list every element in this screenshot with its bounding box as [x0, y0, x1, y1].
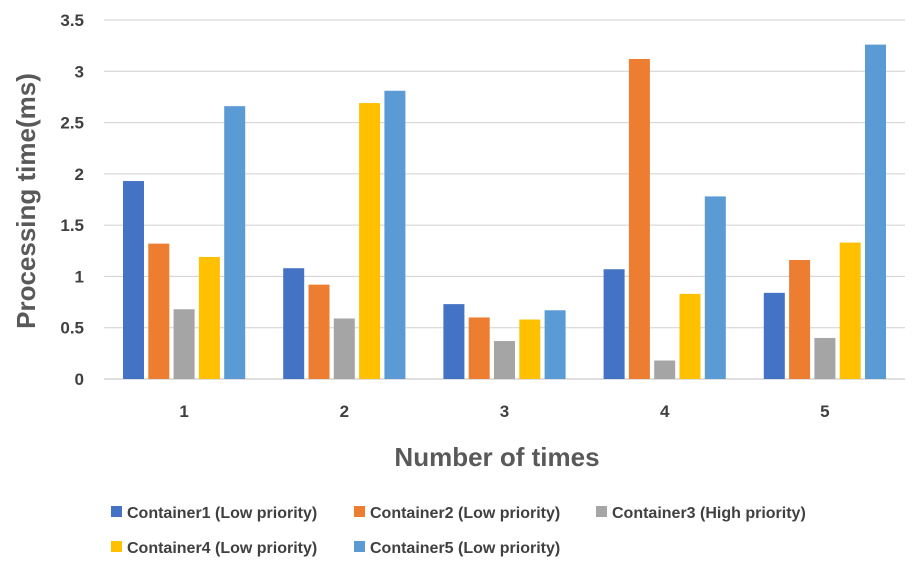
legend-swatch — [111, 541, 122, 552]
legend-label: Container1 (Low priority) — [127, 505, 317, 522]
bar-series2-cat2 — [308, 284, 330, 379]
x-axis-title: Number of times — [394, 442, 599, 472]
legend: Container1 (Low priority) Container2 (Low… — [111, 505, 806, 557]
bar-series3-cat3 — [494, 341, 515, 379]
bar-series1-cat5 — [763, 292, 785, 379]
bar-series2-cat1 — [148, 243, 170, 379]
bar-series5-cat4 — [704, 196, 726, 379]
bar-series2-cat4 — [628, 58, 650, 379]
y-axis-ticks: 0 0.5 1 1.5 2 2.5 3 3.5 — [60, 11, 84, 389]
y-tick-label: 1 — [75, 267, 84, 286]
bar-series3-cat5 — [814, 337, 836, 379]
x-tick-label: 3 — [500, 402, 509, 421]
bars — [123, 44, 886, 380]
legend-label: Container3 (High priority) — [612, 505, 806, 522]
bar-series3-cat1 — [173, 309, 195, 379]
y-tick-label: 1.5 — [60, 216, 84, 235]
y-tick-label: 2 — [75, 165, 84, 184]
legend-swatch — [354, 541, 365, 552]
bar-series5-cat5 — [865, 44, 886, 380]
x-tick-label: 5 — [820, 402, 829, 421]
x-tick-label: 1 — [179, 402, 188, 421]
bar-series4-cat2 — [359, 103, 381, 379]
y-tick-label: 3 — [75, 62, 84, 81]
bar-series3-cat4 — [654, 360, 676, 379]
y-tick-label: 0 — [75, 370, 84, 389]
legend-label: Container2 (Low priority) — [370, 505, 560, 522]
x-axis-ticks: 1 2 3 4 5 — [179, 402, 829, 421]
legend-swatch — [111, 506, 122, 517]
bar-series4-cat1 — [198, 256, 220, 379]
y-axis-title: Processing time(ms) — [11, 73, 41, 329]
bar-series5-cat2 — [384, 90, 406, 379]
x-tick-label: 4 — [660, 402, 670, 421]
bar-series4-cat3 — [519, 319, 541, 379]
legend-label: Container5 (Low priority) — [370, 540, 560, 557]
y-tick-label: 0.5 — [60, 319, 84, 338]
legend-label: Container4 (Low priority) — [127, 540, 317, 557]
legend-swatch — [596, 506, 607, 517]
bar-series5-cat3 — [544, 310, 566, 379]
y-tick-label: 2.5 — [60, 114, 84, 133]
y-tick-label: 3.5 — [60, 11, 84, 30]
gridlines — [104, 19, 905, 380]
bar-series4-cat5 — [839, 242, 861, 379]
bar-series4-cat4 — [679, 293, 701, 379]
bar-series1-cat2 — [283, 268, 305, 379]
bar-series1-cat4 — [603, 269, 625, 379]
bar-series3-cat2 — [333, 318, 355, 379]
legend-swatch — [354, 506, 365, 517]
bar-series2-cat3 — [468, 317, 490, 379]
bar-series2-cat5 — [789, 260, 811, 379]
bar-series1-cat3 — [443, 304, 465, 379]
x-tick-label: 2 — [340, 402, 349, 421]
bar-series1-cat1 — [123, 181, 144, 379]
bar-series5-cat1 — [224, 106, 246, 379]
